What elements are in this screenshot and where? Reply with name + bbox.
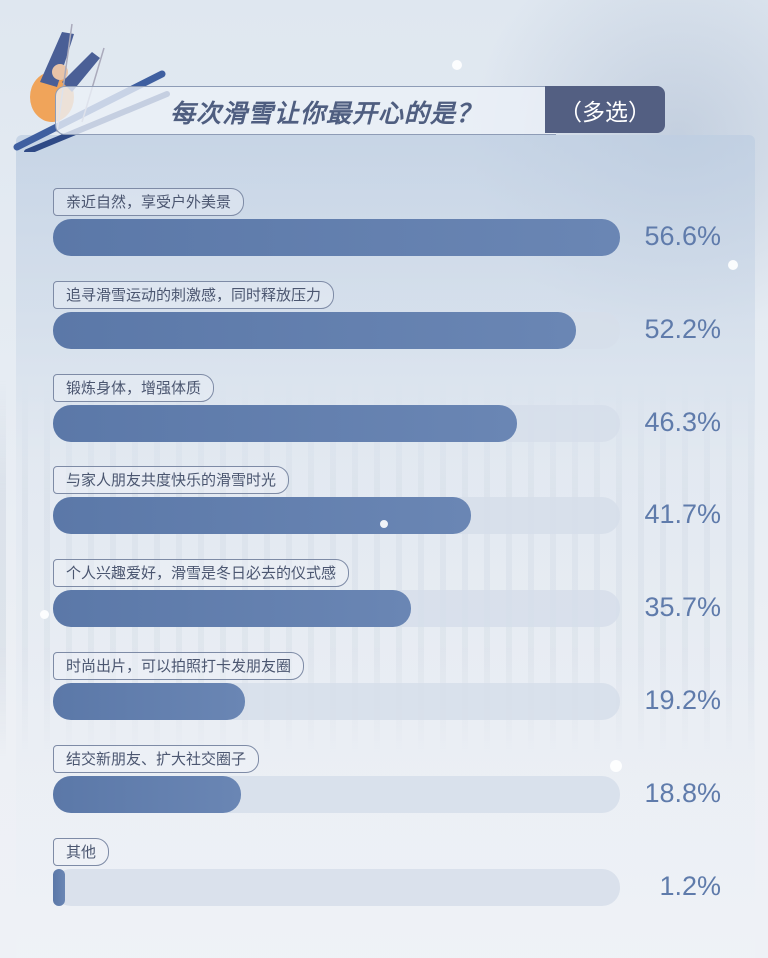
data-label: 1.2% xyxy=(659,870,721,901)
chart-panel xyxy=(16,135,755,958)
data-label: 56.6% xyxy=(644,221,721,251)
data-label: 46.3% xyxy=(644,406,721,437)
bar-row: 个人兴趣爱好，滑雪是冬日必去的仪式感 35.7% xyxy=(53,559,753,639)
bar xyxy=(53,683,246,720)
bar xyxy=(53,219,620,256)
snowflake-icon xyxy=(380,520,388,528)
bar-track xyxy=(53,775,620,813)
snowflake-icon xyxy=(452,60,462,70)
data-label: 18.8% xyxy=(644,777,721,808)
bar-row: 锻炼身体，增强体质 46.3% xyxy=(53,373,753,454)
snowflake-icon xyxy=(728,260,738,270)
bar-row: 亲近自然，享受户外美景 56.6% xyxy=(53,188,753,268)
bar-track xyxy=(53,497,620,535)
bar-track xyxy=(53,868,620,906)
bar-row: 结交新朋友、扩大社交圈子 18.8% xyxy=(53,744,753,825)
category-label: 锻炼身体，增强体质 xyxy=(53,373,215,402)
category-label: 个人兴趣爱好，滑雪是冬日必去的仪式感 xyxy=(53,559,350,588)
title-band xyxy=(55,86,556,135)
bar-row: 其他 1.2% xyxy=(53,837,753,918)
bar xyxy=(53,868,66,906)
bar-track xyxy=(53,590,620,628)
bar-track xyxy=(53,683,620,720)
bar-track xyxy=(53,219,620,256)
bar-row: 与家人朋友共度快乐的滑雪时光 41.7% xyxy=(53,466,753,546)
category-label: 亲近自然，享受户外美景 xyxy=(53,188,245,216)
category-label: 其他 xyxy=(53,837,110,866)
snowflake-icon xyxy=(610,760,622,772)
category-label: 追寻滑雪运动的刺激感，同时释放压力 xyxy=(53,280,335,309)
data-label: 19.2% xyxy=(644,685,721,715)
category-label: 时尚出片，可以拍照打卡发朋友圈 xyxy=(53,652,305,680)
bar xyxy=(53,311,576,349)
snowflake-icon xyxy=(40,610,49,619)
chart-title: 每次滑雪让你最开心的是？ xyxy=(170,99,483,128)
bar-row: 时尚出片，可以拍照打卡发朋友圈 19.2% xyxy=(53,652,753,732)
bar-track xyxy=(53,404,620,442)
bar xyxy=(53,497,471,535)
data-label: 35.7% xyxy=(644,592,721,623)
data-label: 41.7% xyxy=(644,499,721,530)
bar xyxy=(53,404,517,442)
bar xyxy=(53,590,411,628)
data-label: 52.2% xyxy=(644,313,721,344)
bar-track xyxy=(53,311,620,349)
category-label: 与家人朋友共度快乐的滑雪时光 xyxy=(53,466,290,495)
bar xyxy=(53,775,242,813)
multi-select-tag: （多选） xyxy=(545,86,665,133)
category-label: 结交新朋友、扩大社交圈子 xyxy=(53,744,260,773)
bar-row: 追寻滑雪运动的刺激感，同时释放压力 52.2% xyxy=(53,280,753,361)
